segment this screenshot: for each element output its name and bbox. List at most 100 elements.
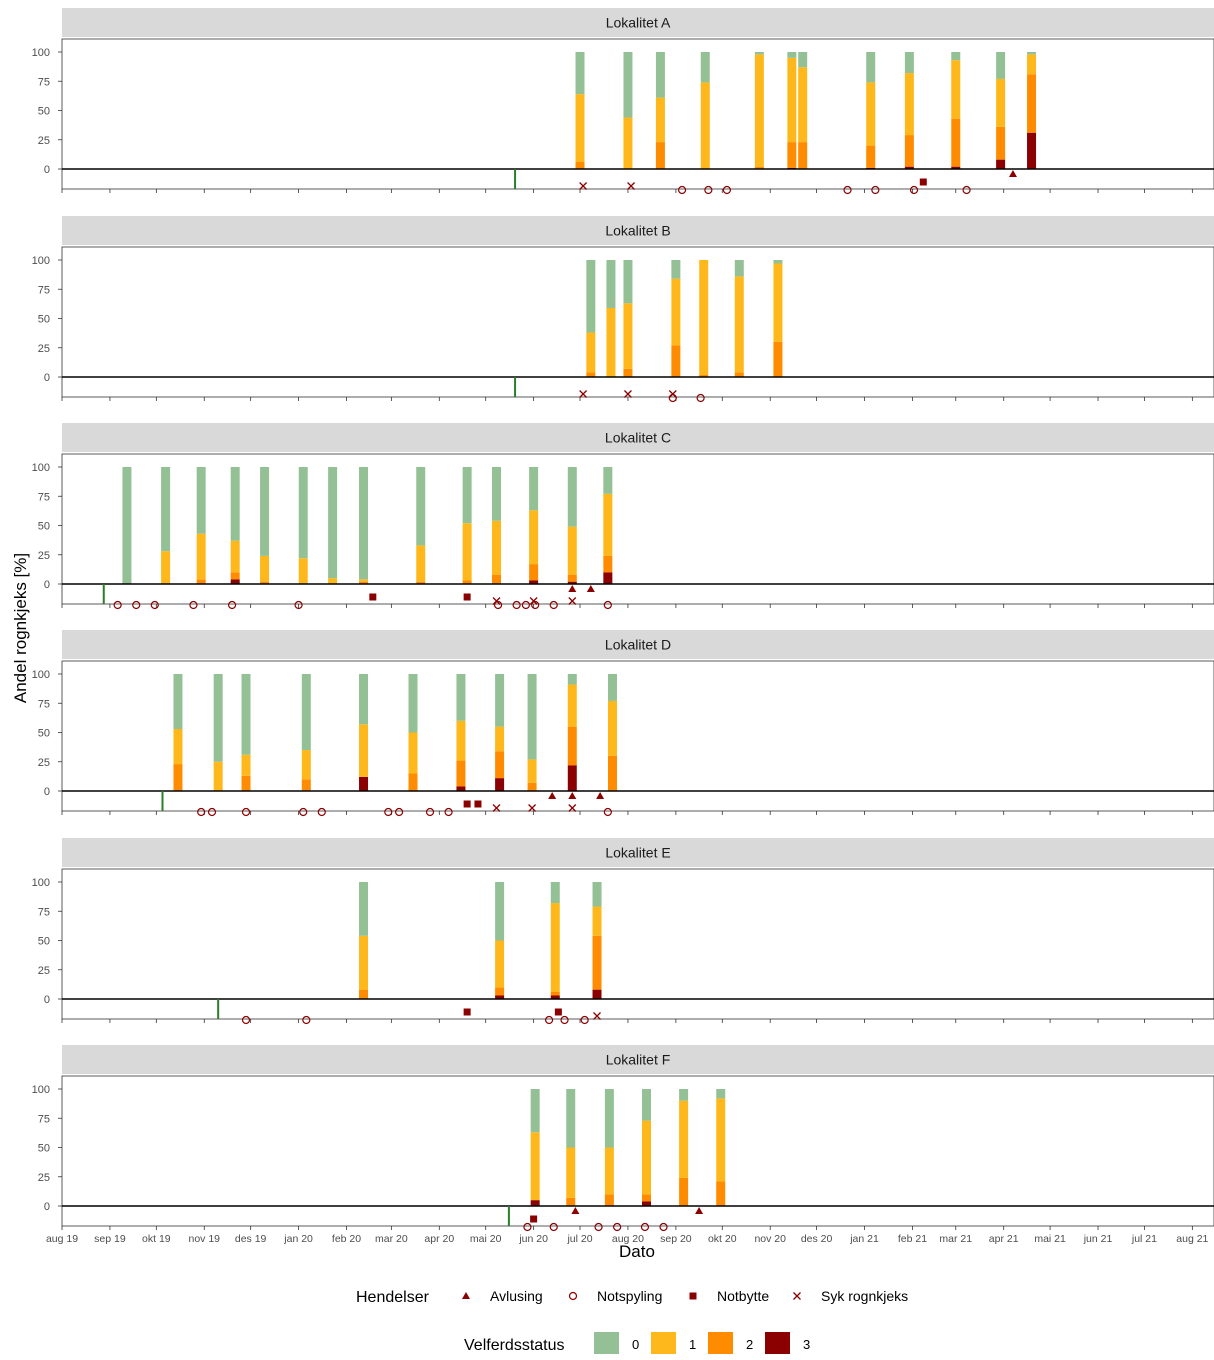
y-tick-label: 50: [38, 936, 50, 948]
bar-segment-status-0: [951, 52, 961, 61]
bar-segment-status-1: [161, 551, 171, 584]
event-notbytte: [530, 1215, 538, 1223]
bar-segment-status-3: [592, 989, 602, 999]
bar-segment-status-2: [1027, 74, 1037, 133]
stacked-bar: [416, 467, 426, 584]
y-tick-label: 75: [38, 906, 50, 918]
y-tick-label: 50: [38, 314, 50, 326]
x-tick-label: des 19: [235, 1233, 267, 1245]
stacked-bar: [773, 260, 783, 377]
legend-item-notbytte: Notbytte: [689, 1288, 769, 1304]
legend-item-notspyling: Notspyling: [568, 1288, 662, 1304]
event-notspyling: [241, 807, 251, 817]
bar-segment-status-0: [529, 467, 539, 511]
stacked-bar: [603, 467, 613, 584]
bar-segment-status-0: [866, 52, 876, 83]
bar-segment-status-3: [1027, 132, 1037, 169]
legend-events-title: Hendelser: [356, 1289, 430, 1306]
bar-segment-status-0: [462, 467, 472, 524]
panel-1: Lokalitet A 0 25 50 75 100: [32, 8, 1214, 195]
bar-segment-status-0: [603, 467, 613, 494]
event-notbytte: [463, 593, 471, 601]
bar-segment-status-0: [655, 52, 665, 98]
bar-segment-status-0: [623, 260, 633, 304]
event-notspyling: [544, 1015, 554, 1025]
bar-segment-status-0: [495, 882, 505, 941]
x-axis-label: Dato: [619, 1242, 655, 1261]
bar-segment-status-1: [716, 1098, 726, 1182]
x-tick-label: jul 21: [1131, 1233, 1157, 1245]
stacked-bar: [996, 52, 1006, 169]
stacked-bar: [213, 674, 223, 791]
legend-item-label: Notspyling: [597, 1288, 662, 1304]
bar-segment-status-3: [550, 995, 560, 999]
bar-segment-status-0: [416, 467, 426, 546]
bar-segment-status-2: [798, 142, 808, 169]
bar-segment-status-1: [359, 935, 369, 990]
bar-segment-status-3: [495, 995, 505, 999]
panel-frame: [61, 453, 1214, 605]
bar-segment-status-1: [328, 578, 338, 584]
stacked-bar: [716, 1089, 726, 1206]
event-syk: [668, 390, 677, 398]
stacked-bar: [527, 674, 537, 791]
bar-segment-status-2: [408, 773, 418, 791]
event-notspyling: [132, 600, 141, 610]
bar-segment-status-0: [359, 467, 369, 580]
event-notspyling: [227, 600, 237, 610]
bar-segment-status-0: [213, 674, 223, 762]
bar-segment-status-1: [655, 97, 665, 143]
bar-segment-status-0: [230, 467, 240, 541]
bar-segment-status-1: [679, 1100, 689, 1178]
bar-segment-status-2: [566, 1197, 576, 1206]
event-syk: [623, 390, 632, 398]
panel-title: Lokalitet A: [606, 15, 671, 31]
x-axis-ticks: aug 19 sep 19 okt 19 nov 19 des 19 jan 20 feb …: [46, 1233, 1209, 1245]
x-tick-label: mar 21: [939, 1233, 972, 1245]
event-notspyling: [603, 807, 612, 817]
bar-segment-status-0: [495, 674, 505, 727]
bar-segment-status-0: [567, 674, 577, 685]
event-notspyling: [613, 1222, 622, 1232]
panel-frame: [61, 868, 1214, 1020]
y-tick-label: 50: [38, 728, 50, 740]
bar-segment-status-2: [495, 987, 505, 996]
event-notspyling: [299, 807, 308, 817]
bar-segment-status-3: [456, 786, 466, 791]
stacked-bar: [567, 674, 577, 791]
event-notspyling: [549, 600, 558, 610]
panel-strip: [62, 216, 1214, 245]
bar-segment-status-0: [606, 260, 616, 308]
bar-segment-status-2: [529, 564, 539, 581]
stacked-bar: [462, 467, 472, 584]
bar-segment-status-1: [173, 728, 183, 765]
bar-segment-status-2: [592, 935, 602, 990]
legend-item-label: Syk rognkjeks: [821, 1288, 908, 1304]
x-tick-label: mar 20: [375, 1233, 408, 1245]
y-tick-label: 25: [38, 757, 50, 769]
legend-item-label: Avlusing: [490, 1288, 543, 1304]
panel-2: Lokalitet B 0 25 50 75 100: [32, 216, 1214, 403]
event-syk: [568, 804, 577, 812]
stacked-bar: [359, 674, 369, 791]
stacked-bar: [566, 1089, 576, 1206]
event-notspyling: [580, 1015, 589, 1025]
bar-segment-status-2: [550, 991, 560, 996]
legend-item-avlusing: Avlusing: [462, 1288, 543, 1304]
panel-title: Lokalitet B: [605, 223, 670, 239]
stacked-bar: [298, 467, 308, 584]
x-tick-label: aug 19: [46, 1233, 78, 1245]
bar-segment-status-1: [866, 82, 876, 146]
bar-segment-status-1: [529, 510, 539, 565]
event-notspyling: [696, 393, 705, 403]
bar-segment-status-3: [567, 581, 577, 584]
bar-segment-status-1: [408, 732, 418, 774]
event-notspyling: [444, 807, 453, 817]
bar-segment-status-2: [734, 372, 744, 377]
bar-segment-status-1: [604, 1147, 614, 1195]
bar-segment-status-2: [996, 126, 1006, 160]
stacked-bar: [787, 52, 797, 169]
facet-panels: Lokalitet A 0 25 50 75 100 Lokalitet B 0 25 50 75 1…: [32, 8, 1214, 1232]
event-avlusing: [568, 585, 577, 592]
